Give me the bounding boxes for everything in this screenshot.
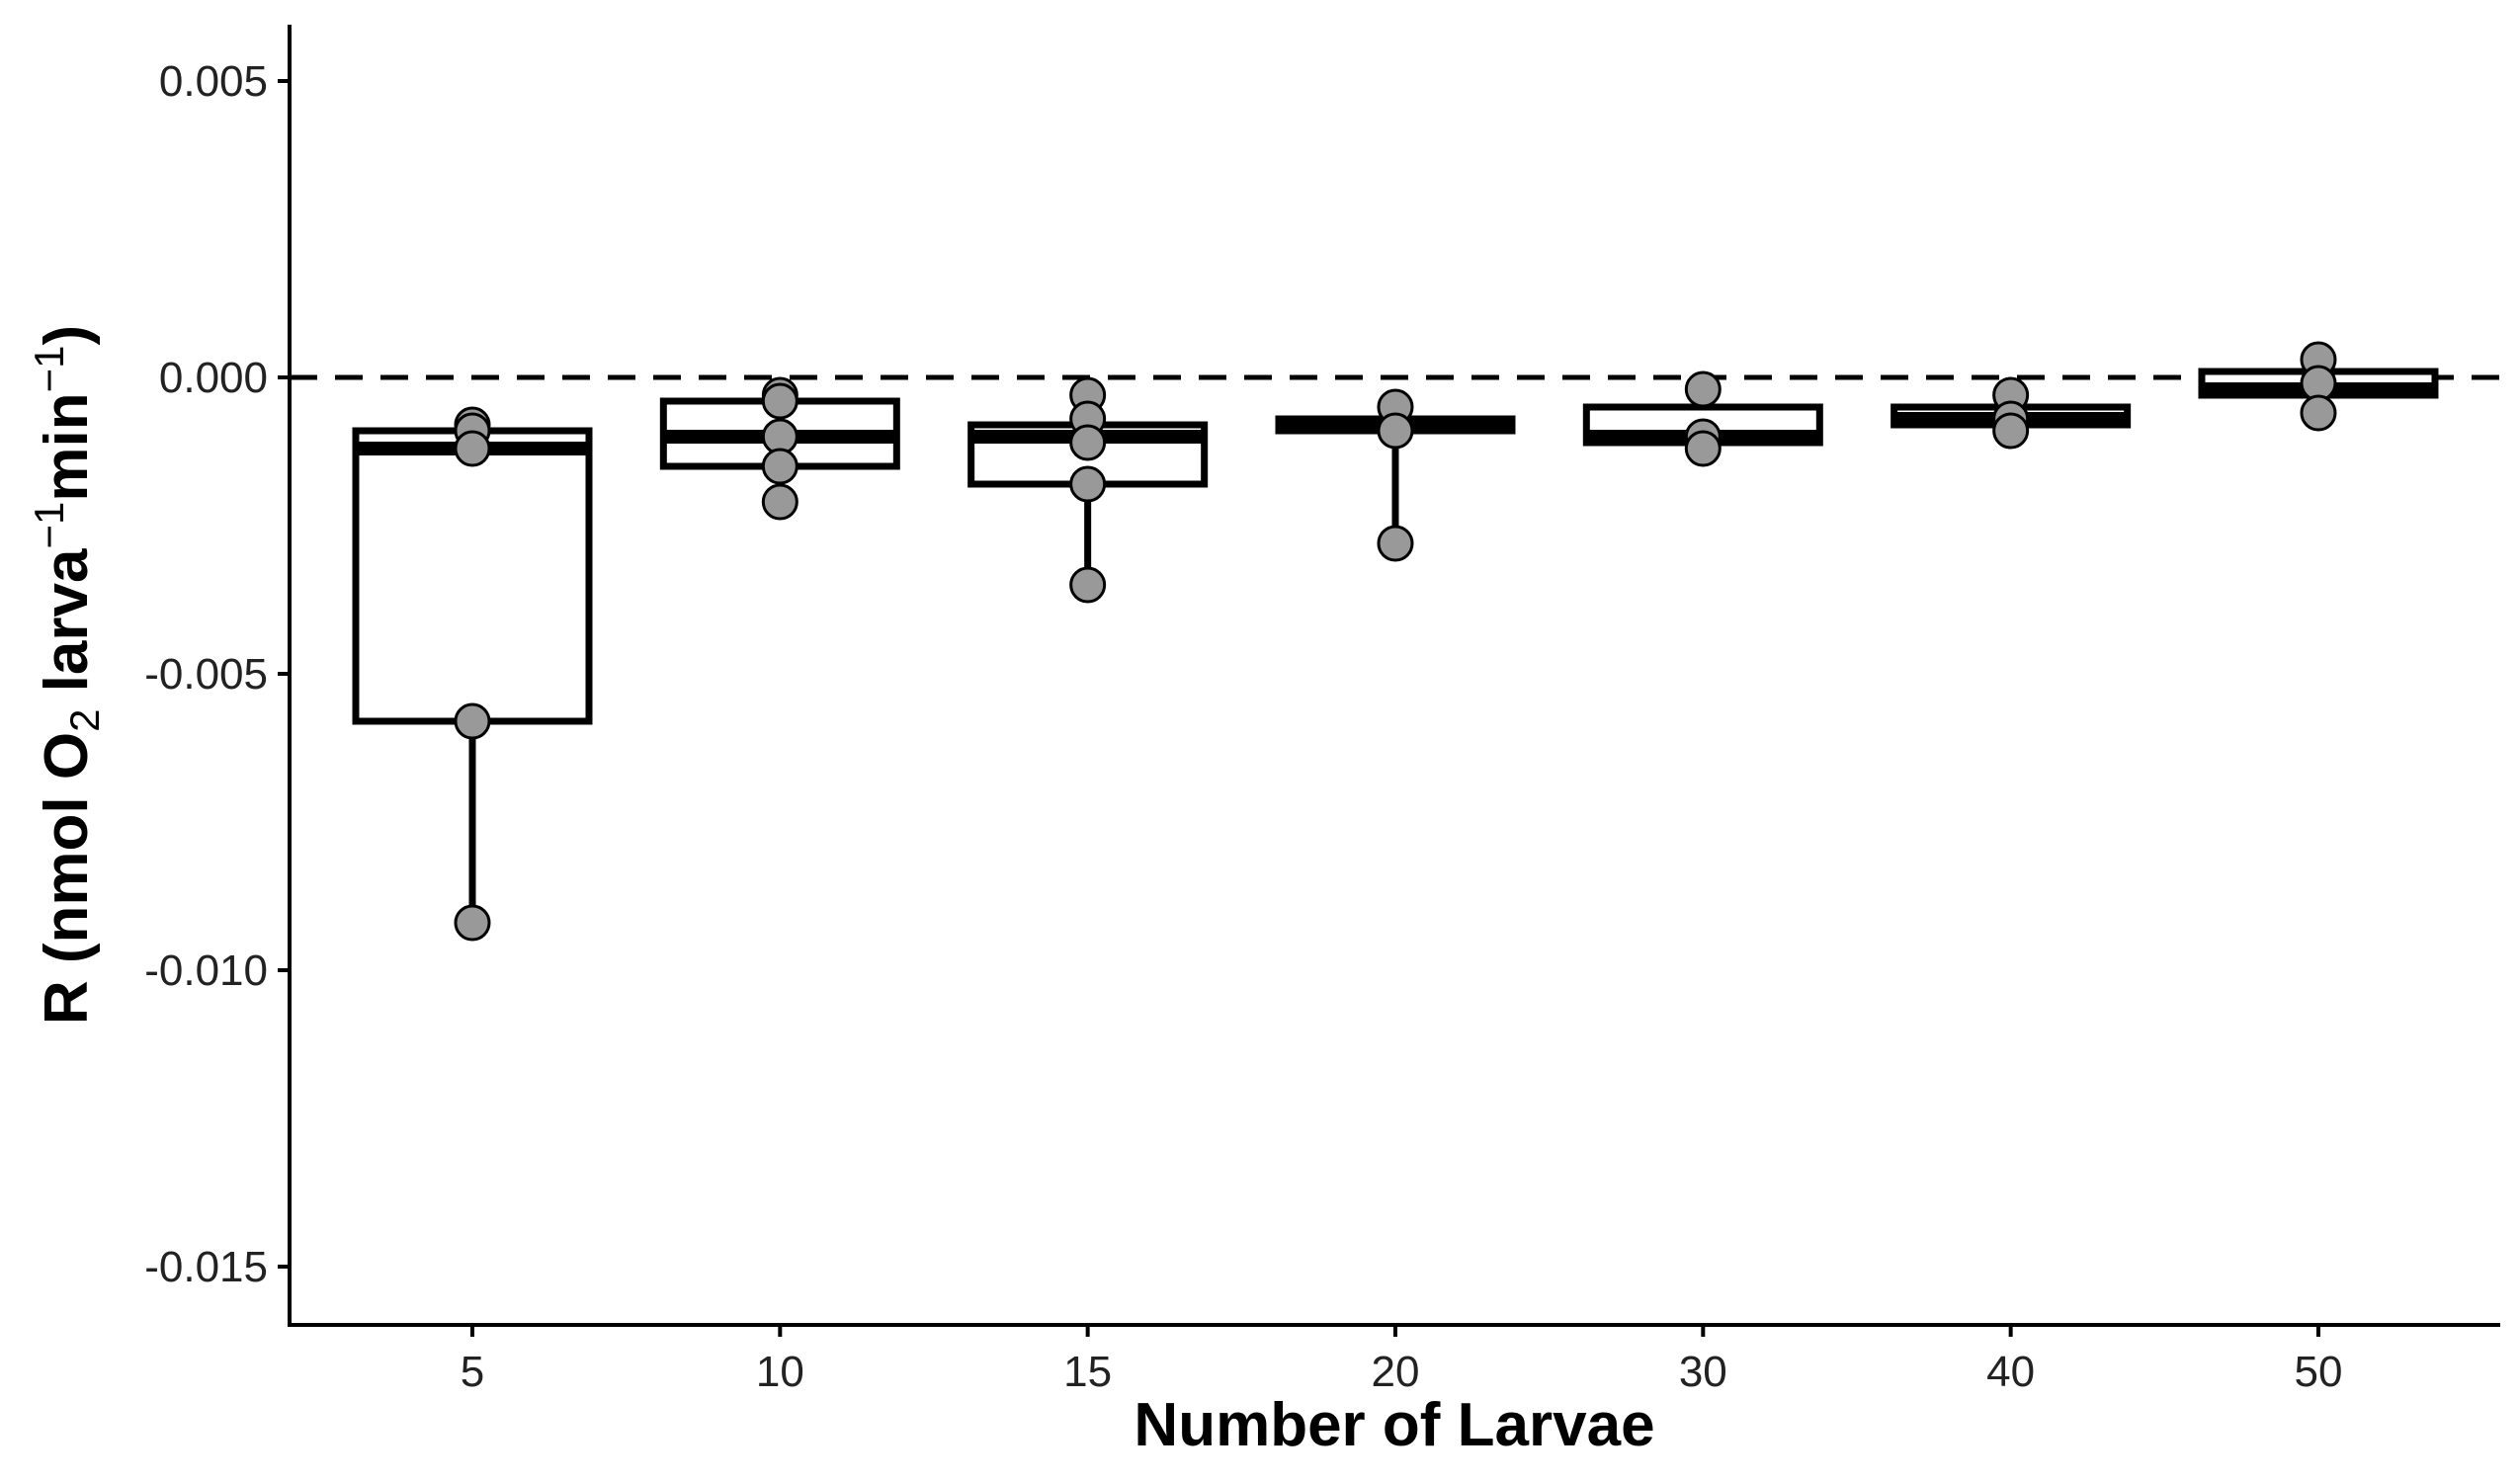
x-axis-title: Number of Larvae [1134,1391,1654,1459]
data-point [761,483,798,521]
data-point [1684,430,1722,467]
y-axis-title-superscript-2: −1 [26,346,72,393]
y-axis-title-end: ) [33,325,101,346]
data-point [454,904,491,942]
y-tick-label: -0.005 [144,650,268,699]
x-tick-label: 10 [756,1348,804,1396]
data-point [1377,412,1414,450]
data-point [454,430,491,467]
y-axis-title-superscript-1: −1 [26,502,72,549]
box-group [352,425,593,923]
y-axis-title: R (nmol O2 larva−1min−1) [26,325,108,1025]
x-tick-label: 15 [1063,1348,1112,1396]
data-point [1992,412,2030,450]
x-tick-label: 30 [1679,1348,1727,1396]
y-axis-ticks: 0.005 0.000 -0.005 -0.010 -0.015 [144,57,290,1291]
data-point [1069,465,1107,503]
y-tick-label: -0.015 [144,1243,268,1291]
x-tick-label: 20 [1372,1348,1420,1396]
point-series [454,341,2337,942]
axes [288,25,2500,1327]
x-axis-ticks: 5 10 15 20 30 40 50 [461,1325,2343,1396]
y-axis-title-mid2: min [33,392,101,501]
y-tick-label: 0.000 [159,354,268,402]
y-axis-title-subscript: 2 [61,709,108,732]
y-tick-label: 0.005 [159,57,268,106]
data-point [1684,370,1722,408]
y-tick-label: -0.010 [144,947,268,995]
x-tick-label: 50 [2295,1348,2343,1396]
y-axis-title-main: R (nmol O [33,732,101,1025]
box-iqr [352,427,593,725]
y-axis-title-mid: larva [33,548,101,709]
data-point [1069,424,1107,461]
x-tick-label: 5 [461,1348,484,1396]
data-point [761,448,798,485]
data-point [1069,566,1107,604]
data-point [1377,525,1414,562]
x-tick-label: 40 [1986,1348,2035,1396]
data-point [454,702,491,740]
data-point [2300,394,2337,432]
data-point [761,382,798,420]
